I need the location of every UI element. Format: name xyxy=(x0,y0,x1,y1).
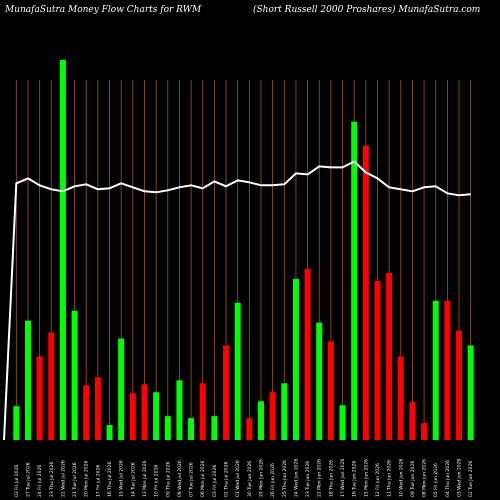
x-tick-label: 14 Tue Jul 2026 xyxy=(130,462,136,497)
x-tick-label: 23 Tue Jun 2026 xyxy=(305,461,311,497)
bar-layer xyxy=(13,59,474,441)
x-tick-label: 22 Mon Jun 2026 xyxy=(317,459,323,497)
money-flow-bar xyxy=(118,338,125,440)
money-flow-bar xyxy=(94,377,101,440)
money-flow-bar xyxy=(257,401,264,440)
money-flow-bar xyxy=(316,322,323,440)
x-tick-label: 16 Thu Jul 2026 xyxy=(107,462,113,497)
money-flow-bar xyxy=(211,416,218,440)
x-tick-label: 30 Tue Jun 2026 xyxy=(247,461,253,497)
x-tick-label: 17 Fri Jul 2026 xyxy=(95,465,101,497)
line-layer xyxy=(3,160,471,441)
x-tick-label: 24 Wed Jun 2026 xyxy=(293,459,299,497)
x-tick-label: 10 Fri Jul 2026 xyxy=(154,465,160,497)
x-tick-label: 22 Wed Jul 2026 xyxy=(60,460,66,497)
chart-title: MunafaSutra Money Flow Charts for RWM xyxy=(5,5,202,15)
money-flow-bar xyxy=(281,383,288,440)
x-tick-label: 09 Tue Jun 2026 xyxy=(410,461,416,497)
x-tick-label: 03 Fri Jul 2026 xyxy=(14,465,20,497)
x-tick-label: 01 Wed Jul 2026 xyxy=(235,460,241,497)
x-tick-label: 08 Mon Jun 2026 xyxy=(422,459,428,497)
x-tick-label: 29 Mon Jun 2026 xyxy=(258,459,264,497)
label-layer: 03 Fri Jul 2026 27 Tue Jul 2026 24 Fri Jul… xyxy=(14,459,474,497)
chart-subtitle: (Short Russell 2000 Proshares) MunafaSut… xyxy=(253,5,481,15)
money-flow-bar xyxy=(362,145,369,440)
x-tick-label: 18 Thu Jun 2026 xyxy=(328,460,334,497)
money-flow-bar xyxy=(59,59,66,441)
x-tick-label: 16 Tue Jun 2026 xyxy=(352,461,358,497)
money-flow-bar xyxy=(24,320,31,440)
x-tick-label: 04 Thu Jun 2026 xyxy=(445,460,451,497)
money-flow-bar xyxy=(71,310,78,440)
money-flow-bar xyxy=(269,392,276,440)
x-tick-label: 27 Tue Jul 2026 xyxy=(25,462,31,497)
money-flow-bar xyxy=(351,121,358,440)
money-flow-bar xyxy=(129,393,136,440)
money-flow-bar xyxy=(397,356,404,440)
x-tick-label: 12 Fri Jun 2026 xyxy=(375,463,381,497)
money-flow-bar xyxy=(13,406,20,440)
x-tick-label: 25 Thu Jun 2026 xyxy=(282,460,288,497)
money-flow-bar xyxy=(246,418,253,440)
x-tick-label: 23 Thu Jul 2026 xyxy=(49,462,55,497)
x-tick-label: 20 Mon Jul 2026 xyxy=(84,460,90,497)
x-tick-label: 15 Wed Jul 2026 xyxy=(119,460,125,497)
money-flow-bar xyxy=(339,405,346,440)
money-flow-bar xyxy=(432,300,439,440)
money-flow-bar xyxy=(386,272,393,440)
money-flow-bar xyxy=(141,384,148,440)
x-tick-label: 13 Mon Jul 2026 xyxy=(142,460,148,497)
money-flow-bar xyxy=(234,302,241,440)
money-flow-bar xyxy=(467,345,474,440)
x-tick-label: 03 Wed Jun 2026 xyxy=(457,459,463,497)
x-tick-label: 02 Thu Jul 2026 xyxy=(224,462,230,497)
money-flow-bar xyxy=(421,423,428,440)
money-flow-bar xyxy=(374,280,381,440)
x-tick-label: 06 Mon Jul 2026 xyxy=(200,460,206,497)
x-tick-label: 02 Tue Jun 2026 xyxy=(468,461,474,497)
money-flow-bar xyxy=(409,402,416,440)
money-flow-bar xyxy=(188,418,195,440)
money-flow-bar xyxy=(153,392,160,440)
x-tick-label: 08 Wed Jul 2026 xyxy=(177,460,183,497)
money-flow-bar xyxy=(304,268,311,440)
money-flow-bar xyxy=(199,383,206,440)
x-tick-label: 21 Tue Jul 2026 xyxy=(72,462,78,497)
x-tick-label: 17 Wed Jun 2026 xyxy=(340,459,346,497)
money-flow-bar xyxy=(176,380,183,440)
x-tick-label: 09 Thu Jul 2026 xyxy=(165,462,171,497)
money-flow-bar xyxy=(327,341,334,440)
x-tick-label: 05 Fri Jun 2026 xyxy=(433,463,439,497)
x-tick-label: 03 Fri Jul 2026 xyxy=(212,465,218,497)
money-flow-bar xyxy=(36,356,43,440)
x-tick-label: 26 Fri Jun 2026 xyxy=(270,463,276,497)
money-flow-bar xyxy=(223,345,230,440)
money-flow-bar xyxy=(292,278,299,440)
money-flow-bar xyxy=(444,300,451,440)
x-tick-label: 07 Tue Jul 2026 xyxy=(189,462,195,497)
price-line xyxy=(3,160,471,441)
x-tick-label: 24 Fri Jul 2026 xyxy=(37,465,43,497)
money-flow-bar xyxy=(48,332,55,440)
x-tick-label: 11 Thu Jun 2026 xyxy=(387,460,393,497)
money-flow-bar xyxy=(456,330,463,440)
money-flow-bar xyxy=(83,385,90,440)
money-flow-bar xyxy=(164,416,171,440)
x-tick-label: 15 Mon Jun 2026 xyxy=(363,459,369,497)
x-tick-label: 10 Wed Jun 2026 xyxy=(398,459,404,497)
money-flow-bar xyxy=(106,425,113,440)
